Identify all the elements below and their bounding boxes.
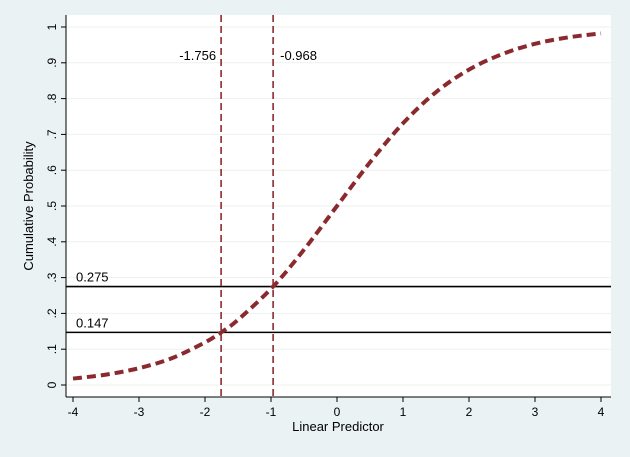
x-tick-label: 4 bbox=[598, 405, 605, 419]
y-tick-label: .3 bbox=[45, 272, 59, 282]
y-tick-label: .5 bbox=[45, 201, 59, 211]
y-tick-label: .9 bbox=[45, 57, 59, 67]
reference-hline-label: 0.147 bbox=[76, 315, 109, 330]
x-tick-label: 2 bbox=[466, 405, 473, 419]
x-tick-label: 3 bbox=[532, 405, 539, 419]
x-tick-label: 1 bbox=[400, 405, 407, 419]
reference-vline-label: -1.756 bbox=[179, 48, 216, 63]
x-tick-label: -2 bbox=[200, 405, 211, 419]
grid bbox=[66, 26, 611, 386]
x-axis-label: Linear Predictor bbox=[292, 419, 384, 434]
curve bbox=[72, 31, 602, 381]
y-tick-label: .8 bbox=[45, 93, 59, 103]
y-tick-label: .6 bbox=[45, 165, 59, 175]
y-tick-label: .1 bbox=[45, 344, 59, 354]
y-tick-label: .4 bbox=[45, 236, 59, 246]
y-tick-label: .7 bbox=[45, 129, 59, 139]
y-tick-label: 1 bbox=[45, 23, 59, 30]
x-tick-label: -3 bbox=[134, 405, 145, 419]
reference-vline-label: -0.968 bbox=[280, 48, 317, 63]
x-tick-label: 0 bbox=[334, 405, 341, 419]
series-line bbox=[72, 31, 602, 381]
x-tick-label: -1 bbox=[266, 405, 277, 419]
x-axis-ticks: -4 -3 -2 -1 0 1 2 3 4 bbox=[68, 397, 605, 419]
reference-lines-vertical: -1.756 -0.968 bbox=[179, 15, 317, 397]
y-tick-label: .2 bbox=[45, 308, 59, 318]
reference-lines-horizontal: 0.275 0.147 bbox=[66, 270, 611, 334]
y-axis-label: Cumulative Probability bbox=[21, 141, 36, 271]
reference-hline-label: 0.275 bbox=[76, 270, 109, 285]
y-tick-label: 0 bbox=[45, 381, 59, 388]
x-tick-label: -4 bbox=[68, 405, 79, 419]
y-axis-ticks: 0 .1 .2 .3 .4 .5 .6 .7 .8 .9 1 bbox=[45, 23, 66, 388]
